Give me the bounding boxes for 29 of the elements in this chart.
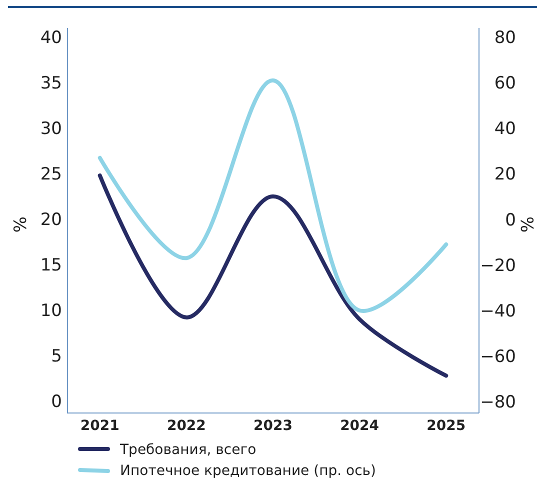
y-tick-label: 20: [40, 210, 62, 230]
y2-tick-label: −20: [480, 256, 516, 276]
y2-tick-label: 0: [505, 210, 516, 230]
line-series: [98, 173, 448, 378]
legend-label: Ипотечное кредитование (пр. ось): [120, 462, 376, 479]
y2-tick-label: 40: [494, 119, 516, 140]
y2-tick-label: −40: [480, 301, 516, 322]
y2-tick-label: 20: [494, 164, 516, 185]
y-tick-label: 10: [40, 301, 62, 322]
y-tick-label: 5: [51, 346, 62, 367]
y-tick-label: 35: [40, 74, 62, 94]
legend-label: Требования, всего: [119, 442, 256, 458]
y2-tick-label: −60: [480, 346, 516, 367]
y-tick-label: 15: [40, 256, 62, 276]
y2-tick-label: 60: [494, 74, 516, 94]
y2-axis-title: %: [516, 216, 536, 233]
x-tick-label: 2022: [166, 418, 206, 434]
y-tick-label: 30: [40, 119, 62, 140]
x-tick-label: 2023: [254, 418, 292, 434]
y-axis-title: %: [11, 216, 31, 233]
x-tick-label: 2021: [80, 418, 120, 434]
x-tick-label: 2024: [340, 418, 380, 434]
line-series: [98, 78, 448, 313]
x-tick-label: 2025: [426, 418, 466, 434]
y2-tick-label: −80: [480, 392, 516, 413]
y-tick-label: 25: [40, 164, 62, 185]
y-tick-label: 0: [51, 392, 62, 412]
y2-tick-label: 80: [494, 28, 516, 48]
y-tick-label: 40: [40, 28, 62, 48]
